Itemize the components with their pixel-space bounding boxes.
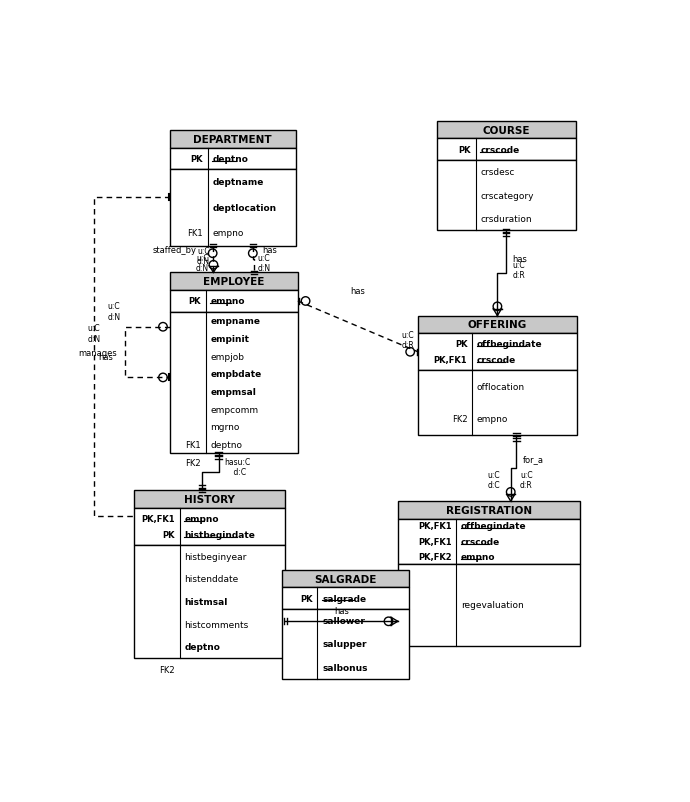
Bar [418, 334, 577, 371]
Text: PK,FK1: PK,FK1 [434, 356, 467, 365]
Text: has: has [351, 286, 365, 295]
Text: empno: empno [213, 229, 244, 238]
Bar [282, 610, 409, 679]
Text: PK,FK1: PK,FK1 [141, 515, 175, 524]
Text: empno: empno [210, 297, 245, 306]
Text: SALGRADE: SALGRADE [315, 573, 377, 584]
Bar [282, 570, 409, 588]
Bar [135, 508, 286, 545]
Text: u:C
d:R: u:C d:R [402, 330, 414, 350]
Text: deptno: deptno [210, 440, 242, 449]
Text: PK: PK [300, 594, 313, 603]
Bar [437, 140, 576, 161]
Text: crscategory: crscategory [480, 192, 534, 200]
Bar [282, 588, 409, 610]
Text: deptname: deptname [213, 178, 264, 187]
Text: u:C
d:R: u:C d:R [513, 261, 525, 280]
Text: PK: PK [190, 155, 203, 164]
Text: crsdesc: crsdesc [480, 168, 515, 177]
Text: mgrno: mgrno [210, 423, 240, 431]
Bar [398, 501, 580, 519]
Text: histcomments: histcomments [184, 620, 248, 629]
Text: FK2: FK2 [452, 415, 467, 423]
Text: FK2: FK2 [159, 665, 175, 674]
Bar [170, 273, 298, 291]
Text: crscode: crscode [480, 146, 520, 155]
Text: empno: empno [184, 515, 219, 524]
Text: REGISTRATION: REGISTRATION [446, 505, 532, 516]
Text: FK1: FK1 [186, 440, 201, 449]
Text: crsduration: crsduration [480, 215, 532, 224]
Text: histbeginyear: histbeginyear [184, 552, 246, 561]
Text: sallower: sallower [322, 617, 365, 626]
Text: histmsal: histmsal [184, 597, 228, 606]
Text: PK: PK [188, 297, 201, 306]
Text: PK,FK1: PK,FK1 [418, 537, 451, 546]
Text: PK,FK2: PK,FK2 [418, 553, 451, 561]
Text: deptno: deptno [213, 155, 248, 164]
Bar [170, 312, 298, 454]
Text: offbegindate: offbegindate [461, 521, 526, 530]
Text: histenddate: histenddate [184, 575, 239, 584]
Text: empjob: empjob [210, 352, 244, 361]
Text: HISTORY: HISTORY [184, 495, 235, 504]
Text: crscode: crscode [477, 356, 516, 365]
Text: PK: PK [458, 146, 471, 155]
Text: has: has [334, 606, 349, 615]
Bar [170, 131, 295, 148]
Text: staffed_by: staffed_by [152, 246, 197, 255]
Text: DEPARTMENT: DEPARTMENT [193, 135, 272, 144]
Text: u:C
d:N: u:C d:N [88, 324, 101, 343]
Bar [398, 519, 580, 564]
Text: for_a: for_a [522, 455, 544, 464]
Text: u:C
d:N: u:C d:N [197, 246, 210, 266]
Text: empno: empno [461, 553, 495, 561]
Text: offbegindate: offbegindate [477, 340, 542, 349]
Text: crscode: crscode [461, 537, 500, 546]
Text: u:C
d:R: u:C d:R [520, 470, 533, 490]
Text: histbegindate: histbegindate [184, 530, 255, 539]
Text: has: has [262, 246, 277, 255]
Text: FK2: FK2 [186, 458, 201, 468]
Bar [437, 122, 576, 140]
Text: u:C
d:N: u:C d:N [257, 253, 270, 273]
Text: COURSE: COURSE [482, 125, 530, 136]
Text: empinit: empinit [210, 334, 249, 343]
Bar [170, 170, 295, 246]
Text: empcomm: empcomm [210, 405, 259, 414]
Text: has: has [99, 352, 114, 362]
Text: EMPLOYEE: EMPLOYEE [203, 277, 264, 287]
Bar [418, 316, 577, 334]
Text: salgrade: salgrade [322, 594, 366, 603]
Bar [398, 564, 580, 646]
Bar [135, 491, 286, 508]
Bar [437, 161, 576, 231]
Text: u:C
d:N: u:C d:N [196, 253, 209, 273]
Text: u:C
d:C: u:C d:C [487, 470, 500, 490]
Text: salupper: salupper [322, 640, 366, 649]
Text: FK1: FK1 [188, 229, 203, 238]
Bar [135, 545, 286, 658]
Text: empname: empname [210, 317, 260, 326]
Text: deptlocation: deptlocation [213, 204, 277, 213]
Text: empno: empno [477, 415, 508, 423]
Text: empmsal: empmsal [210, 387, 256, 396]
Text: PK: PK [162, 530, 175, 539]
Bar [170, 291, 298, 312]
Text: hasu:C
    d:C: hasu:C d:C [224, 457, 250, 476]
Text: OFFERING: OFFERING [468, 320, 527, 330]
Text: u:C
d:N: u:C d:N [108, 302, 121, 321]
Bar [418, 371, 577, 435]
Text: offlocation: offlocation [477, 383, 524, 391]
Text: has: has [513, 255, 527, 264]
Text: PK,FK1: PK,FK1 [418, 521, 451, 530]
Text: manages: manages [79, 348, 117, 357]
Text: PK: PK [455, 340, 467, 349]
Bar [170, 148, 295, 170]
Text: deptno: deptno [184, 642, 220, 651]
Text: empbdate: empbdate [210, 370, 262, 379]
Text: salbonus: salbonus [322, 663, 368, 672]
Text: regevaluation: regevaluation [461, 601, 524, 610]
